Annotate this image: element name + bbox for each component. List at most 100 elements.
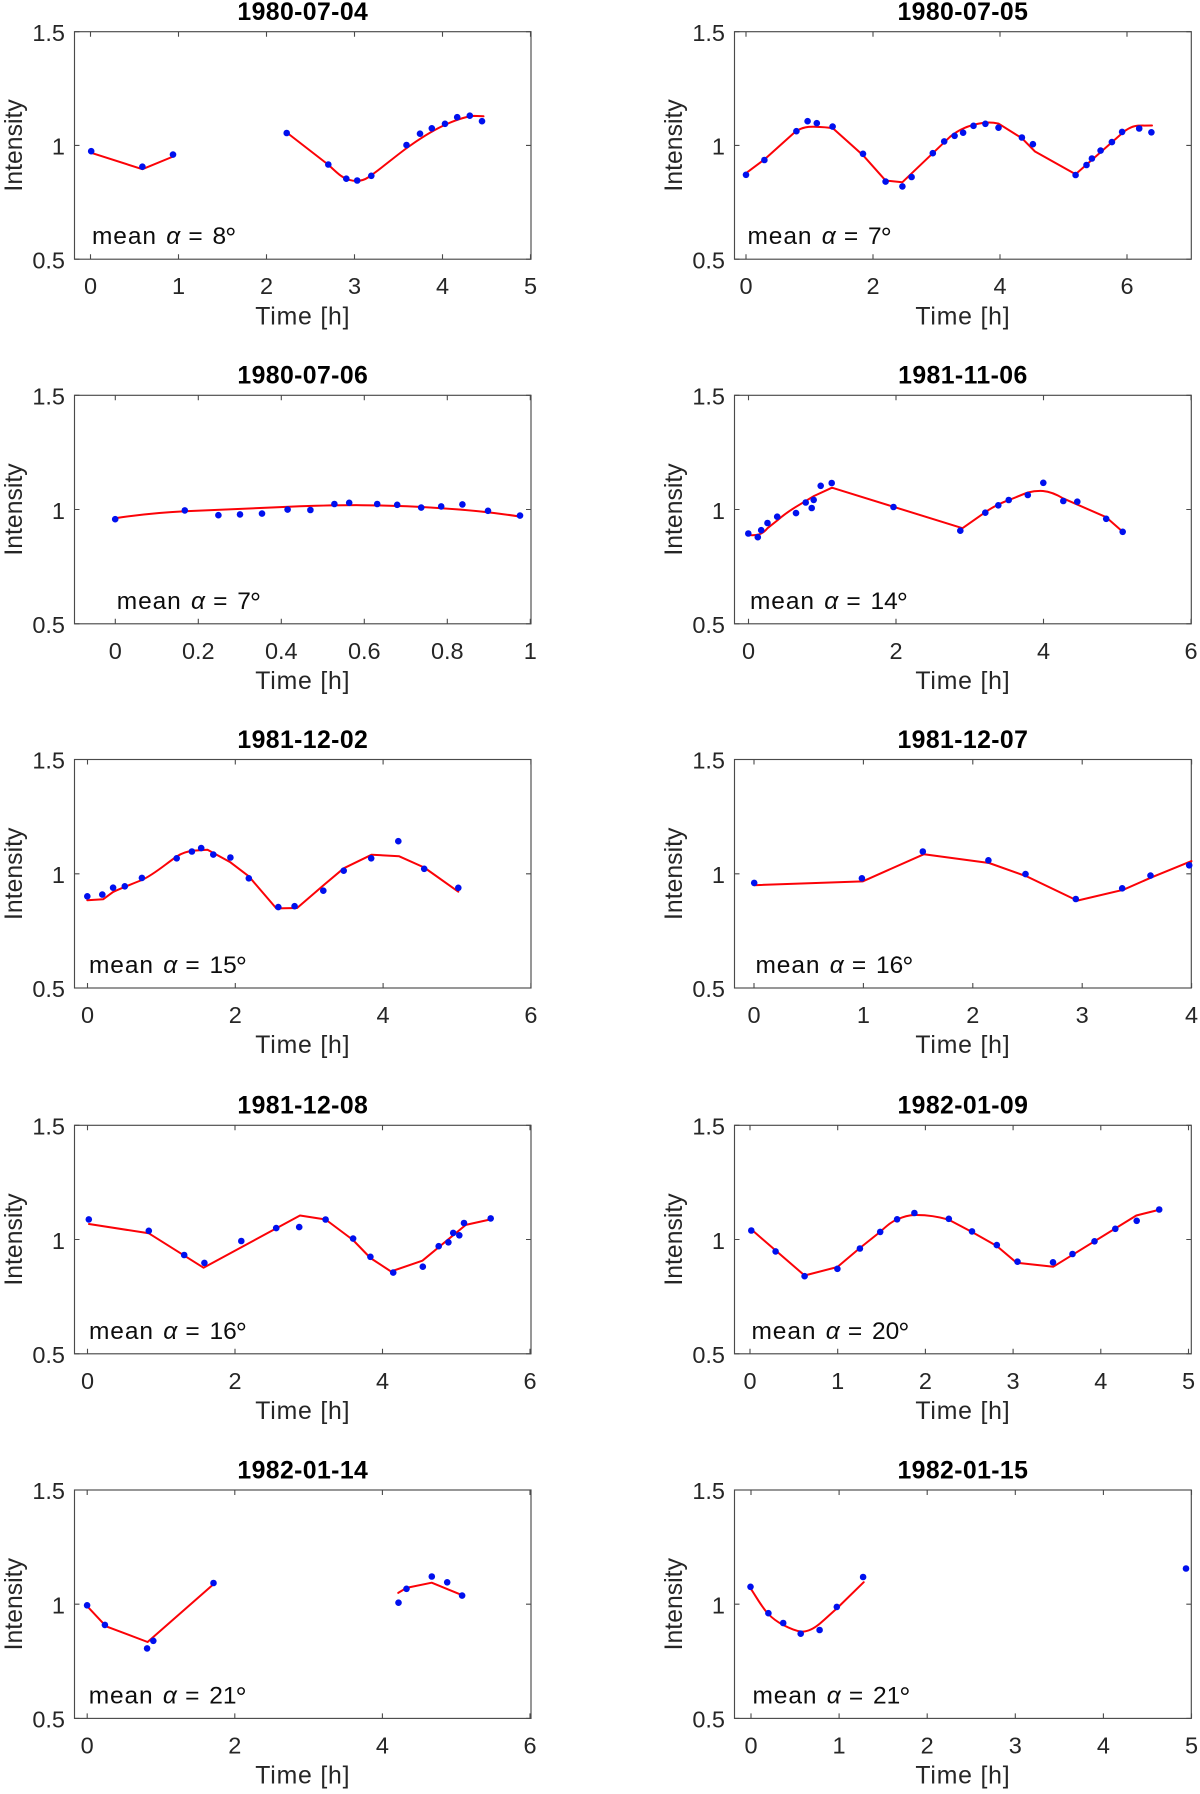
svg-text:0.5: 0.5 — [32, 247, 65, 273]
svg-text:4: 4 — [993, 273, 1006, 299]
svg-text:0.6: 0.6 — [348, 638, 381, 664]
svg-text:2: 2 — [229, 1002, 242, 1028]
svg-text:1: 1 — [857, 1002, 870, 1028]
svg-text:0: 0 — [81, 1002, 94, 1028]
svg-text:1.5: 1.5 — [692, 20, 725, 46]
svg-text:4: 4 — [1037, 638, 1050, 664]
svg-text:6: 6 — [1120, 273, 1133, 299]
svg-text:5: 5 — [1185, 1732, 1198, 1758]
svg-text:1982-01-14: 1982-01-14 — [237, 1457, 368, 1484]
svg-text:0.5: 0.5 — [692, 1707, 725, 1733]
svg-text:3: 3 — [1009, 1732, 1022, 1758]
svg-text:0: 0 — [84, 273, 97, 299]
svg-text:Intensity: Intensity — [661, 99, 688, 192]
svg-text:0.5: 0.5 — [32, 1342, 65, 1368]
svg-text:Intensity: Intensity — [661, 463, 688, 556]
svg-text:0: 0 — [747, 1002, 760, 1028]
svg-text:6: 6 — [523, 1732, 536, 1758]
svg-text:2: 2 — [889, 638, 902, 664]
svg-text:0.5: 0.5 — [32, 612, 65, 638]
svg-text:1980-07-06: 1980-07-06 — [237, 363, 368, 390]
svg-text:4: 4 — [1185, 1002, 1198, 1028]
svg-text:1.5: 1.5 — [32, 1478, 65, 1504]
svg-text:Intensity: Intensity — [661, 1193, 688, 1286]
svg-text:1981-12-07: 1981-12-07 — [897, 727, 1028, 754]
svg-text:1981-12-08: 1981-12-08 — [237, 1093, 368, 1120]
svg-text:1980-07-04: 1980-07-04 — [237, 0, 368, 26]
svg-text:1.5: 1.5 — [692, 1478, 725, 1504]
svg-text:0.5: 0.5 — [692, 247, 725, 273]
svg-text:1.5: 1.5 — [692, 748, 725, 774]
svg-text:6: 6 — [524, 1002, 537, 1028]
svg-text:0: 0 — [744, 1732, 757, 1758]
svg-text:Intensity: Intensity — [1, 1193, 28, 1286]
svg-text:Intensity: Intensity — [1, 827, 28, 920]
svg-text:Time [h]: Time [h] — [915, 1763, 1010, 1790]
svg-text:0: 0 — [739, 273, 752, 299]
svg-text:Time [h]: Time [h] — [915, 1032, 1010, 1059]
svg-text:1.5: 1.5 — [32, 1114, 65, 1140]
svg-text:6: 6 — [1184, 638, 1197, 664]
svg-text:1981-12-02: 1981-12-02 — [237, 727, 368, 754]
svg-text:5: 5 — [1182, 1368, 1195, 1394]
svg-text:1: 1 — [52, 1228, 65, 1254]
svg-text:Time [h]: Time [h] — [255, 1398, 350, 1425]
svg-text:1980-07-05: 1980-07-05 — [897, 0, 1028, 26]
svg-text:4: 4 — [377, 1002, 390, 1028]
svg-text:2: 2 — [260, 273, 273, 299]
svg-text:1: 1 — [52, 134, 65, 160]
svg-text:1982-01-15: 1982-01-15 — [897, 1457, 1028, 1484]
svg-text:Time [h]: Time [h] — [915, 1398, 1010, 1425]
svg-text:0.4: 0.4 — [265, 638, 298, 664]
svg-text:4: 4 — [1094, 1368, 1107, 1394]
svg-text:1.5: 1.5 — [32, 20, 65, 46]
svg-text:1: 1 — [712, 1228, 725, 1254]
svg-text:0: 0 — [743, 1368, 756, 1394]
svg-text:Intensity: Intensity — [1, 463, 28, 556]
svg-text:0.8: 0.8 — [431, 638, 464, 664]
svg-text:Time [h]: Time [h] — [255, 1032, 350, 1059]
svg-text:Time [h]: Time [h] — [915, 303, 1010, 330]
svg-text:4: 4 — [436, 273, 449, 299]
svg-text:1: 1 — [712, 498, 725, 524]
svg-text:0.5: 0.5 — [692, 1342, 725, 1368]
svg-text:Time [h]: Time [h] — [255, 1763, 350, 1790]
svg-text:Intensity: Intensity — [1, 1557, 28, 1650]
svg-text:0: 0 — [742, 638, 755, 664]
svg-text:1: 1 — [712, 134, 725, 160]
svg-text:1: 1 — [712, 1592, 725, 1618]
svg-text:0: 0 — [81, 1368, 94, 1394]
svg-text:3: 3 — [1076, 1002, 1089, 1028]
svg-text:1: 1 — [52, 1592, 65, 1618]
svg-text:0.5: 0.5 — [692, 612, 725, 638]
svg-text:1982-01-09: 1982-01-09 — [897, 1093, 1028, 1120]
svg-text:2: 2 — [919, 1368, 932, 1394]
svg-text:Intensity: Intensity — [661, 1557, 688, 1650]
svg-text:1.5: 1.5 — [32, 384, 65, 410]
svg-text:1.5: 1.5 — [692, 384, 725, 410]
svg-text:5: 5 — [524, 273, 537, 299]
svg-text:0.5: 0.5 — [692, 976, 725, 1002]
svg-text:2: 2 — [921, 1732, 934, 1758]
svg-text:1981-11-06: 1981-11-06 — [898, 363, 1027, 390]
svg-text:3: 3 — [1007, 1368, 1020, 1394]
svg-text:1: 1 — [831, 1368, 844, 1394]
svg-text:1: 1 — [712, 862, 725, 888]
svg-text:1: 1 — [833, 1732, 846, 1758]
svg-text:4: 4 — [376, 1368, 389, 1394]
svg-text:Time [h]: Time [h] — [915, 668, 1010, 695]
svg-text:Time [h]: Time [h] — [255, 303, 350, 330]
svg-text:0.5: 0.5 — [32, 976, 65, 1002]
svg-text:Intensity: Intensity — [661, 827, 688, 920]
svg-text:0: 0 — [81, 1732, 94, 1758]
svg-text:6: 6 — [523, 1368, 536, 1394]
svg-text:2: 2 — [966, 1002, 979, 1028]
